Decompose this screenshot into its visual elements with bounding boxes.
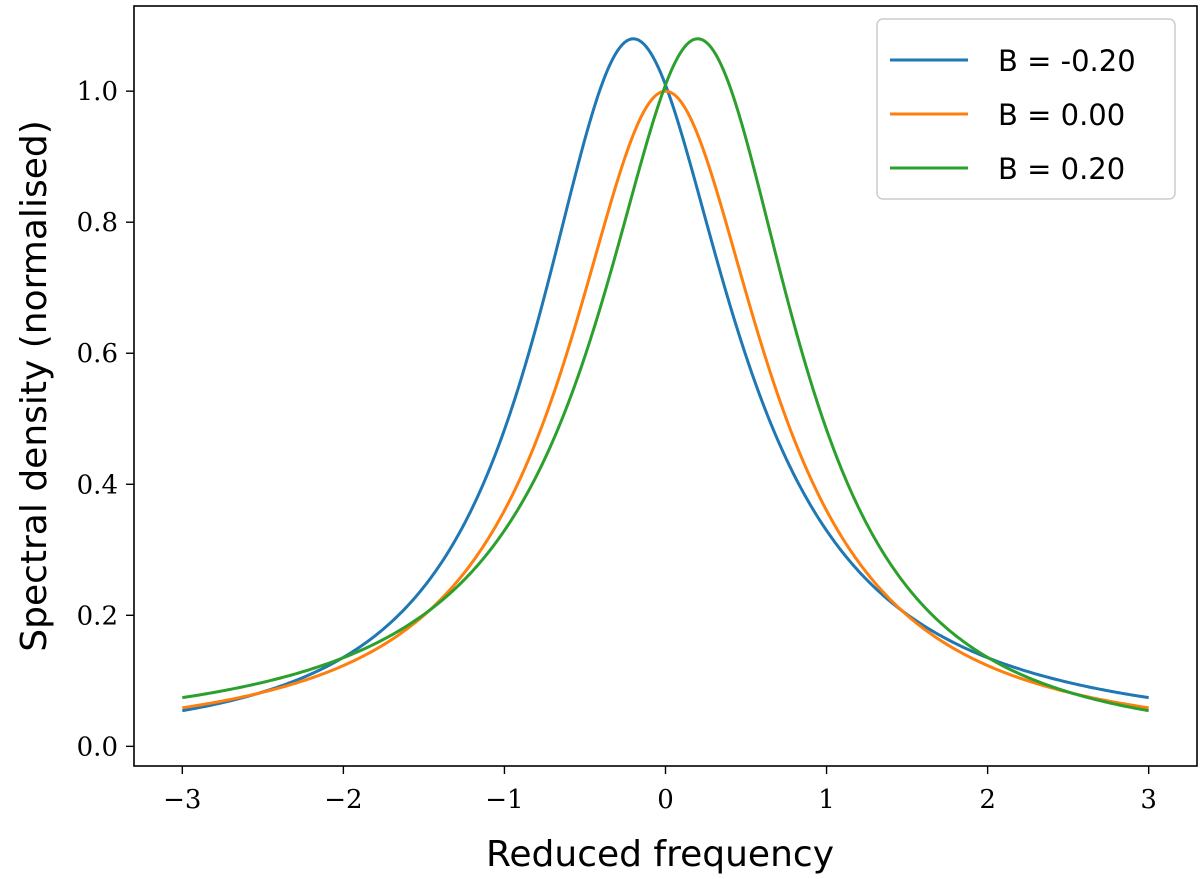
y-tick-label: 0.4 [77, 470, 118, 500]
y-tick-label: 1.0 [77, 77, 118, 107]
x-axis-label: Reduced frequency [486, 834, 834, 875]
y-axis: 0.0 0.2 0.4 0.6 0.8 1.0 [77, 77, 134, 762]
x-tick-label: −1 [485, 785, 523, 815]
x-tick-label: 2 [979, 785, 996, 815]
series-line-1 [182, 89, 1149, 710]
y-tick-label: 0.0 [77, 732, 118, 762]
x-tick-label: 1 [818, 785, 835, 815]
x-axis: −3 −2 −1 0 1 2 3 [163, 766, 1157, 815]
legend-label-1: B = 0.00 [998, 98, 1125, 132]
y-axis-label: Spectral density (normalised) [14, 120, 55, 652]
legend-label-0: B = -0.20 [998, 44, 1136, 78]
legend-box [876, 18, 1176, 200]
x-tick-label: −3 [163, 785, 201, 815]
series-layer [182, 37, 1149, 713]
x-tick-label: 0 [657, 785, 674, 815]
legend: B = -0.20 B = 0.00 B = 0.20 [876, 18, 1176, 200]
y-tick-label: 0.2 [77, 601, 118, 631]
x-tick-label: 3 [1140, 785, 1157, 815]
y-tick-label: 0.6 [77, 339, 118, 369]
series-line-2 [182, 37, 1149, 713]
y-tick-label: 0.8 [77, 208, 118, 238]
x-tick-label: −2 [324, 785, 362, 815]
legend-label-2: B = 0.20 [998, 152, 1125, 186]
